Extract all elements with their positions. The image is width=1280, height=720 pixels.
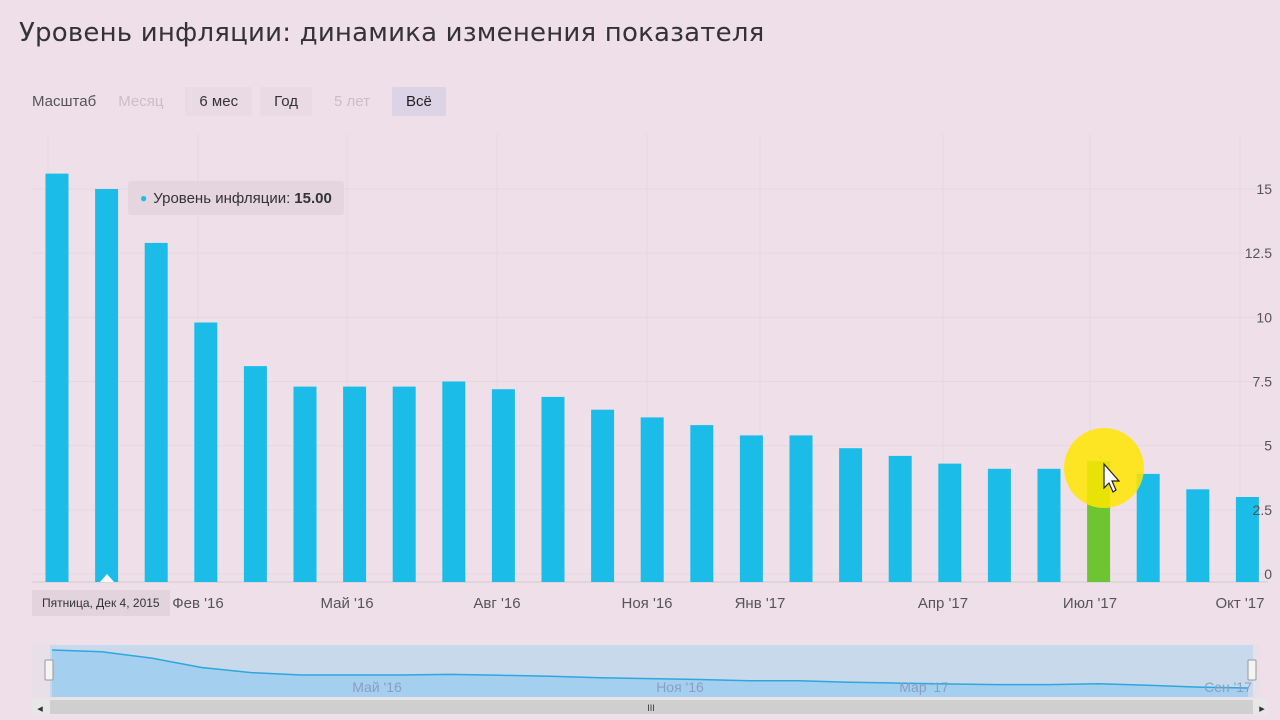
bar[interactable] bbox=[194, 322, 218, 583]
y-tick-label: 7.5 bbox=[1253, 374, 1273, 390]
bar[interactable] bbox=[888, 455, 912, 582]
x-tick-label: Июл '17 bbox=[1063, 595, 1117, 612]
bar[interactable] bbox=[45, 173, 69, 582]
bar[interactable] bbox=[392, 386, 416, 582]
navigator-tick-label: Мар '17 bbox=[899, 679, 949, 695]
zoom-all-button[interactable]: Всё bbox=[391, 86, 446, 116]
zoom-6-months-button[interactable]: 6 мес bbox=[185, 86, 253, 116]
bar[interactable] bbox=[293, 386, 317, 582]
x-tick-label: Май '16 bbox=[320, 595, 373, 612]
bar[interactable] bbox=[1037, 468, 1061, 582]
bar[interactable] bbox=[987, 468, 1011, 582]
zoom-year-button[interactable]: Год bbox=[260, 86, 312, 116]
x-tick-label: Янв '17 bbox=[735, 595, 786, 612]
navigator-right-handle[interactable] bbox=[1247, 659, 1257, 681]
x-tick-label: Окт '17 bbox=[1216, 595, 1265, 612]
bar[interactable] bbox=[1186, 489, 1210, 582]
chart-title: Уровень инфляции: динамика изменения пок… bbox=[19, 18, 765, 48]
mouse-pointer-icon bbox=[1103, 462, 1121, 493]
x-tick-label: Апр '17 bbox=[918, 595, 968, 612]
bar[interactable] bbox=[442, 381, 466, 583]
y-tick-label: 15 bbox=[1256, 181, 1272, 197]
zoom-label: Масштаб bbox=[32, 92, 97, 110]
navigator-line bbox=[51, 649, 1249, 689]
scrollbar-thumb[interactable] bbox=[50, 700, 1253, 714]
bar[interactable] bbox=[95, 189, 119, 582]
zoom-month-button[interactable]: Месяц bbox=[118, 92, 164, 110]
tooltip-series-label: Уровень инфляции: bbox=[153, 189, 291, 207]
y-tick-label: 2.5 bbox=[1253, 502, 1273, 518]
x-tick-label: Фев '16 bbox=[172, 595, 223, 612]
bar[interactable] bbox=[1136, 473, 1160, 582]
bar[interactable] bbox=[591, 409, 615, 582]
navigator-tick-label: Сен '17 bbox=[1204, 679, 1252, 695]
bar[interactable] bbox=[144, 242, 168, 582]
bar[interactable] bbox=[739, 435, 763, 582]
series-marker-icon: ● bbox=[140, 191, 148, 205]
bar[interactable] bbox=[690, 425, 714, 582]
navigator-tick-label: Ноя '16 bbox=[656, 679, 704, 695]
y-tick-label: 10 bbox=[1256, 309, 1272, 325]
bar[interactable] bbox=[491, 389, 515, 582]
navigator-tick-label: Май '16 bbox=[352, 679, 402, 695]
bar[interactable] bbox=[839, 448, 863, 582]
y-tick-label: 5 bbox=[1264, 438, 1272, 454]
bar[interactable] bbox=[789, 435, 813, 582]
x-tick-label: Авг '16 bbox=[473, 595, 520, 612]
x-axis-tooltip: Пятница, Дек 4, 2015 bbox=[32, 590, 170, 616]
navigator-area bbox=[52, 650, 1248, 697]
bar[interactable] bbox=[243, 366, 267, 582]
series-tooltip: ● Уровень инфляции: 15.00 bbox=[128, 181, 344, 215]
scroll-left-icon[interactable]: ◂ bbox=[37, 703, 43, 715]
x-tick-label: Ноя '16 bbox=[621, 595, 672, 612]
bar[interactable] bbox=[541, 396, 565, 582]
crosshair-marker-icon bbox=[100, 574, 114, 582]
scroll-right-icon[interactable]: ▸ bbox=[1259, 703, 1265, 715]
y-tick-label: 0 bbox=[1264, 566, 1272, 582]
zoom-5-years-button[interactable]: 5 лет bbox=[333, 92, 370, 110]
bar[interactable] bbox=[640, 417, 664, 582]
bar[interactable] bbox=[1235, 497, 1259, 582]
bar[interactable] bbox=[938, 463, 962, 582]
bar[interactable] bbox=[343, 386, 367, 582]
y-tick-label: 12.5 bbox=[1245, 245, 1272, 261]
scrollbar-grip-icon[interactable]: III bbox=[647, 703, 655, 713]
navigator-left-handle[interactable] bbox=[44, 659, 54, 681]
tooltip-value: 15.00 bbox=[294, 189, 332, 207]
zoom-selector: Масштаб Месяц 6 мес Год 5 лет Всё bbox=[32, 86, 454, 116]
